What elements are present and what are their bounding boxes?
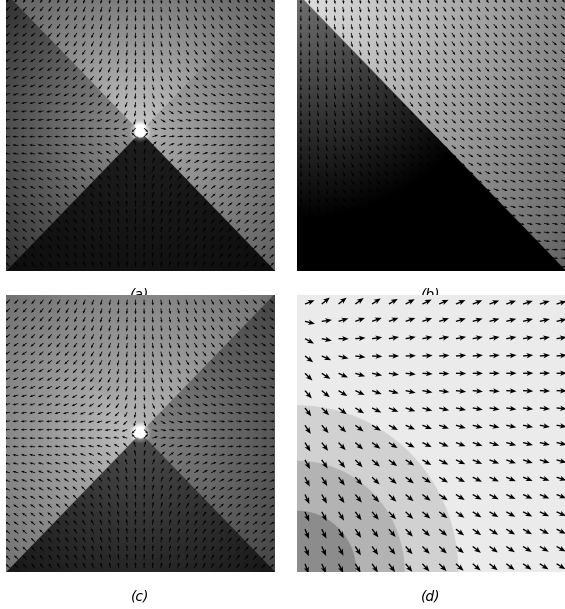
Text: (c): (c) <box>131 589 149 603</box>
Text: (a): (a) <box>130 287 150 301</box>
Text: (b): (b) <box>421 287 441 301</box>
Text: (d): (d) <box>421 589 441 603</box>
